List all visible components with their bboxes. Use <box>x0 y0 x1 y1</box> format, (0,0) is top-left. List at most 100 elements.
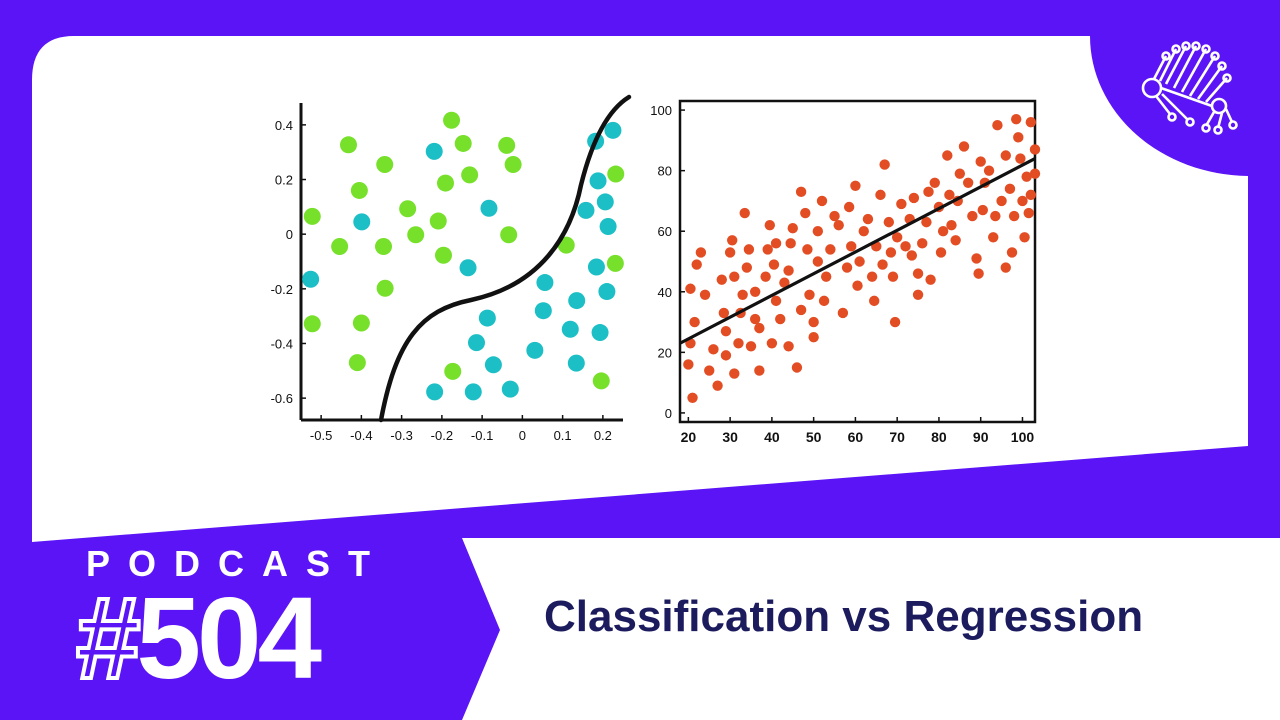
regression-point <box>787 222 798 234</box>
regression-point <box>795 186 807 198</box>
regression-point <box>741 262 753 273</box>
teal-class-point <box>426 383 444 401</box>
regression-point <box>925 274 936 285</box>
x-tick-label: 80 <box>931 429 947 445</box>
regression-point <box>768 259 780 270</box>
teal-class-point <box>596 193 614 211</box>
green-class-point <box>504 155 522 173</box>
regression-point <box>743 244 755 255</box>
regression-point <box>885 247 897 258</box>
regression-point <box>1017 195 1028 207</box>
x-tick-label: -0.1 <box>471 428 493 443</box>
regression-point <box>1021 171 1032 182</box>
teal-class-point <box>598 283 616 301</box>
teal-class-point <box>464 383 482 401</box>
regression-point <box>900 241 911 252</box>
regression-point <box>718 307 730 319</box>
regression-point <box>689 316 700 328</box>
neural-network-logo-icon <box>1141 41 1238 135</box>
regression-point <box>852 280 863 291</box>
regression-point <box>1013 132 1024 143</box>
regression-point <box>996 195 1007 207</box>
regression-point <box>745 341 757 352</box>
regression-point <box>1023 207 1034 219</box>
regression-point <box>720 325 732 337</box>
episode-title: Classification vs Regression <box>544 592 1144 641</box>
y-tick-label: 60 <box>658 224 672 239</box>
regression-point <box>862 213 874 225</box>
green-class-point <box>331 237 349 255</box>
teal-class-point <box>604 121 622 139</box>
regression-point <box>896 198 907 210</box>
regression-point <box>887 271 899 282</box>
regression-point <box>950 235 961 246</box>
teal-class-point <box>425 142 443 160</box>
y-tick-label: 100 <box>650 103 672 118</box>
regression-point <box>975 156 986 167</box>
regression-point <box>912 289 924 301</box>
regression-point <box>1025 189 1037 201</box>
classification-chart: 0.4 0.2 0 -0.2 -0.4 -0.6 -0.5 -0.4 -0.3 -0.2 -0.1 0… <box>271 94 632 443</box>
regression-point <box>935 247 947 258</box>
regression-point <box>917 238 928 249</box>
green-class-point <box>303 207 321 225</box>
x-tick-label: 100 <box>1011 429 1035 445</box>
green-class-point <box>375 237 393 255</box>
teal-class-point <box>302 270 320 288</box>
regression-point <box>850 180 861 191</box>
teal-class-point <box>577 201 595 219</box>
regression-point <box>1000 150 1011 161</box>
episode-number: #504 <box>74 578 322 698</box>
regression-point <box>795 304 807 316</box>
regression-point <box>967 210 978 222</box>
green-class-point <box>429 212 447 230</box>
regression-point <box>954 168 966 179</box>
teal-class-point <box>459 259 477 277</box>
regression-point <box>691 259 702 270</box>
regression-point <box>724 247 736 258</box>
green-class-point <box>303 315 321 333</box>
regression-point <box>854 256 865 267</box>
y-tick-label: -0.2 <box>271 282 293 297</box>
y-tick-label: 0 <box>665 406 672 421</box>
regression-point <box>829 210 840 222</box>
regression-point <box>1029 168 1041 179</box>
regression-point <box>973 268 984 279</box>
regression-point <box>729 368 740 379</box>
teal-class-point <box>567 354 585 372</box>
green-class-point <box>399 200 417 218</box>
teal-class-point <box>536 274 554 292</box>
regression-point <box>720 350 732 361</box>
regression-point <box>1004 183 1016 195</box>
regression-point <box>866 271 878 282</box>
teal-class-point <box>568 292 586 310</box>
hash-symbol: # <box>74 573 142 703</box>
regression-point <box>704 365 715 376</box>
regression-point <box>858 226 869 237</box>
regression-point <box>908 192 920 204</box>
regression-point <box>783 341 794 352</box>
regression-point <box>687 392 698 403</box>
regression-point <box>958 141 970 152</box>
regression-point <box>1019 232 1030 243</box>
regression-point <box>783 265 794 276</box>
regression-point <box>1015 153 1026 164</box>
regression-point <box>833 219 844 231</box>
y-tick-label: 0 <box>286 227 293 242</box>
y-tick-label: -0.6 <box>271 391 293 406</box>
x-tick-label: 70 <box>889 429 905 445</box>
plot-frame <box>678 99 1037 424</box>
regression-point <box>929 177 940 188</box>
regression-point <box>754 365 765 376</box>
regression-point <box>820 271 832 282</box>
regression-point <box>1029 144 1041 155</box>
teal-class-point <box>467 334 485 352</box>
regression-point <box>802 244 813 255</box>
regression-point <box>837 307 849 319</box>
y-tick-label: -0.4 <box>271 336 293 351</box>
episode-digits: 504 <box>136 573 323 703</box>
y-tick-label: 0.4 <box>275 118 293 133</box>
regression-point <box>875 189 886 201</box>
regression-point <box>737 289 748 301</box>
regression-point <box>770 238 782 249</box>
